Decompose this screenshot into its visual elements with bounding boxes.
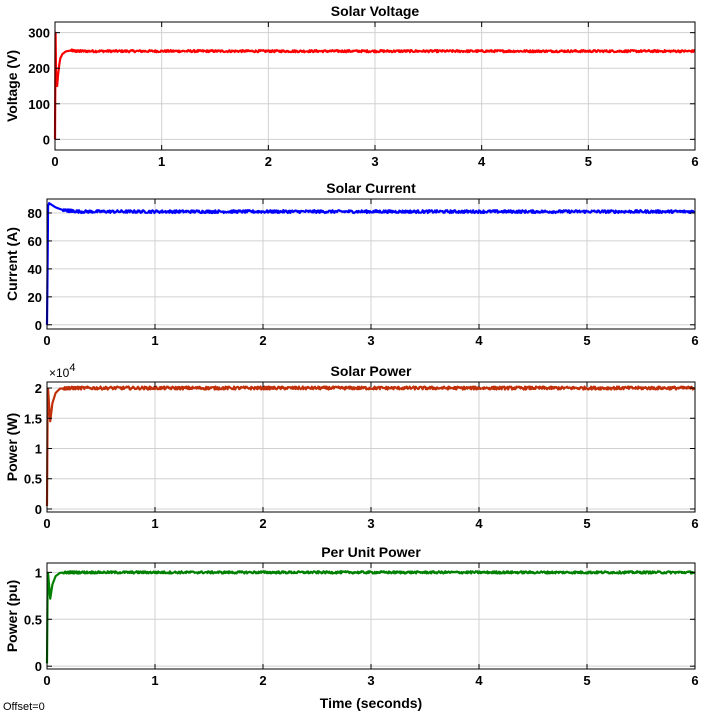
y-axis-label: Power (pu)	[4, 580, 20, 652]
x-tick-label: 4	[475, 516, 483, 531]
y-tick-label: 2	[35, 381, 42, 396]
y-tick-label: 60	[28, 234, 42, 249]
y-tick-label: 300	[28, 26, 50, 41]
y-tick-label: 0.5	[24, 612, 42, 627]
chart-title: Solar Power	[331, 363, 412, 379]
chart-panel-4: 0 1 2 3 4 5 6 0 0.5 1 Per Unit Power Power (pu)	[4, 544, 699, 688]
y-axis-label: Current (A)	[4, 227, 20, 301]
x-tick-label: 3	[367, 333, 374, 348]
data-series-line	[45, 385, 696, 506]
x-tick-label: 4	[475, 333, 483, 348]
x-tick-label: 2	[265, 154, 272, 169]
y-tick-label: 20	[28, 290, 42, 305]
offset-text: Offset=0	[3, 701, 45, 713]
x-tick-label: 5	[585, 154, 592, 169]
y-axis-label: Voltage (V)	[4, 50, 20, 122]
x-tick-label: 1	[158, 154, 165, 169]
y-tick-label: 200	[28, 61, 50, 76]
x-tick-label: 6	[691, 673, 698, 688]
data-series-line	[53, 31, 696, 140]
x-tick-label: 3	[371, 154, 378, 169]
x-tick-label: 4	[478, 154, 486, 169]
chart-panel-1: 0 1 2 3 4 5 6 0 100 200 300 Solar Voltage Voltage (V…	[4, 3, 699, 169]
y-tick-label: 0	[43, 132, 50, 147]
y-tick-label: 100	[28, 97, 50, 112]
y-tick-label: 0	[35, 318, 42, 333]
y-tick-label: 0	[35, 659, 42, 674]
x-tick-label: 1	[151, 333, 158, 348]
y-tick-label: 80	[28, 206, 42, 221]
y-tick-label: 1.5	[24, 411, 42, 426]
y-tick-label: 1	[35, 565, 42, 580]
chart-panel-3: 0 1 2 3 4 5 6 0 0.5 1 1.5 2 ×104 Solar Power Power (W)	[4, 362, 699, 531]
y-exponent-label: ×104	[49, 362, 75, 380]
x-tick-label: 0	[43, 516, 50, 531]
x-tick-label: 1	[151, 673, 158, 688]
x-tick-label: 4	[475, 673, 483, 688]
x-tick-label: 5	[583, 516, 590, 531]
x-tick-label: 2	[259, 673, 266, 688]
data-series-line	[45, 202, 696, 325]
x-tick-label: 0	[51, 154, 58, 169]
x-tick-label: 5	[583, 673, 590, 688]
x-tick-label: 2	[259, 516, 266, 531]
y-tick-label: 40	[28, 262, 42, 277]
chart-title: Solar Current	[326, 180, 416, 196]
x-tick-label: 6	[691, 516, 698, 531]
x-axis-label: Time (seconds)	[320, 695, 422, 711]
data-series-line	[45, 570, 696, 664]
x-tick-label: 5	[583, 333, 590, 348]
x-tick-label: 2	[259, 333, 266, 348]
x-tick-label: 0	[43, 333, 50, 348]
chart-title: Per Unit Power	[321, 544, 421, 560]
y-tick-label: 0.5	[24, 472, 42, 487]
x-tick-label: 6	[691, 333, 698, 348]
x-tick-label: 3	[367, 516, 374, 531]
x-tick-label: 6	[691, 154, 698, 169]
chart-title: Solar Voltage	[331, 3, 420, 19]
y-tick-label: 1	[35, 442, 42, 457]
x-tick-label: 3	[367, 673, 374, 688]
y-axis-label: Power (W)	[4, 413, 20, 481]
x-tick-label: 0	[43, 673, 50, 688]
y-tick-label: 0	[35, 502, 42, 517]
x-tick-label: 1	[151, 516, 158, 531]
